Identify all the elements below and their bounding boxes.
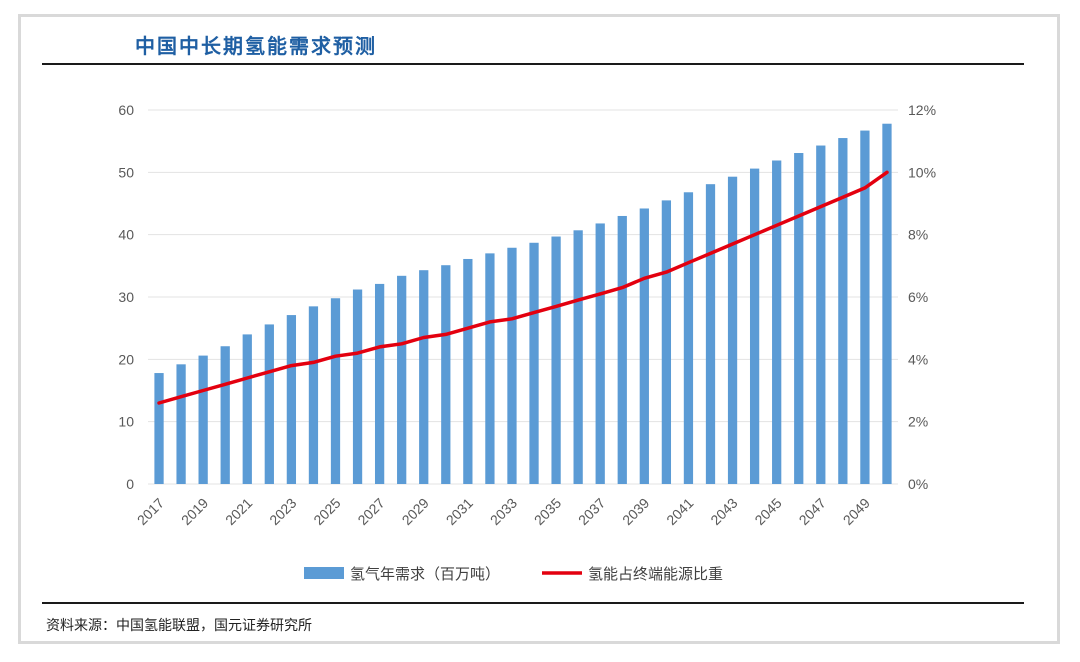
x-tick-label: 2027 [354,495,387,528]
x-tick-label: 2037 [575,495,608,528]
x-tick-label: 2029 [399,495,432,528]
page-title: 中国中长期氢能需求预测 [135,34,377,58]
right-tick-label: 8% [908,227,928,243]
right-tick-label: 2% [908,414,928,430]
bar [264,324,274,484]
bar [529,242,539,484]
legend-line-label: 氢能占终端能源比重 [588,565,723,583]
left-tick-label: 30 [118,289,134,305]
bar [573,230,583,484]
bar [639,208,649,484]
bar [242,334,252,484]
x-tick-label: 2023 [266,495,299,528]
bar [419,270,429,484]
x-tick-label: 2035 [531,495,564,528]
bar [794,153,804,484]
x-tick-label: 2033 [487,495,520,528]
bar [772,160,782,485]
bar [838,138,848,485]
bar [749,168,760,485]
x-tick-label: 2047 [796,495,829,528]
x-tick-label: 2031 [443,495,476,528]
bar [816,145,826,484]
legend: 氢气年需求（百万吨） 氢能占终端能源比重 [304,565,723,583]
bar-series [154,123,892,485]
bar [330,298,341,484]
bar [397,275,407,484]
right-tick-label: 4% [908,351,928,367]
bar [198,355,208,484]
right-tick-label: 10% [908,164,936,180]
bar [882,123,892,485]
x-tick-label: 2025 [310,495,343,528]
x-tick-label: 2017 [134,495,167,528]
left-tick-label: 50 [118,164,134,180]
bar [860,130,870,484]
top-divider [42,63,1024,65]
x-tick-label: 2019 [178,495,211,528]
left-axis-ticks: 0 10 20 30 40 50 60 [118,102,134,492]
bar [441,265,451,484]
left-tick-label: 60 [118,102,134,118]
right-axis-ticks: 0% 2% 4% 6% 8% 10% 12% [908,102,936,492]
bar [176,364,186,484]
x-tick-label: 2039 [619,495,652,528]
bar [286,315,297,484]
legend-bar-swatch [304,567,344,579]
x-tick-label: 2049 [840,495,873,528]
bar [727,176,738,485]
x-tick-label: 2041 [663,495,696,528]
gridlines [148,109,898,485]
bar [154,373,164,484]
bar [507,247,517,484]
bar [617,215,627,484]
x-tick-label: 2021 [222,495,255,528]
bar [551,236,561,484]
legend-bar-label: 氢气年需求（百万吨） [350,565,500,583]
x-axis-ticks: 2017 2019 2021 2023 2025 2027 2029 2031 2033 2035… [134,495,873,528]
x-tick-label: 2043 [707,495,740,528]
left-tick-label: 20 [118,351,134,367]
source-note: 资料来源：中国氢能联盟，国元证券研究所 [46,618,312,634]
right-tick-label: 0% [908,476,928,492]
left-tick-label: 0 [126,476,134,492]
bar [220,346,230,484]
right-tick-label: 12% [908,102,936,118]
bar [705,184,716,484]
bar [683,192,694,484]
bar [352,289,363,484]
left-tick-label: 10 [118,414,134,430]
left-tick-label: 40 [118,227,134,243]
bar [308,306,319,484]
bottom-divider [42,602,1024,604]
bar [485,253,495,484]
bar [374,283,385,484]
bar [595,223,605,485]
right-tick-label: 6% [908,289,928,305]
bar [661,200,672,484]
line-series [157,170,889,405]
x-tick-label: 2045 [751,495,784,528]
bar [463,258,473,484]
